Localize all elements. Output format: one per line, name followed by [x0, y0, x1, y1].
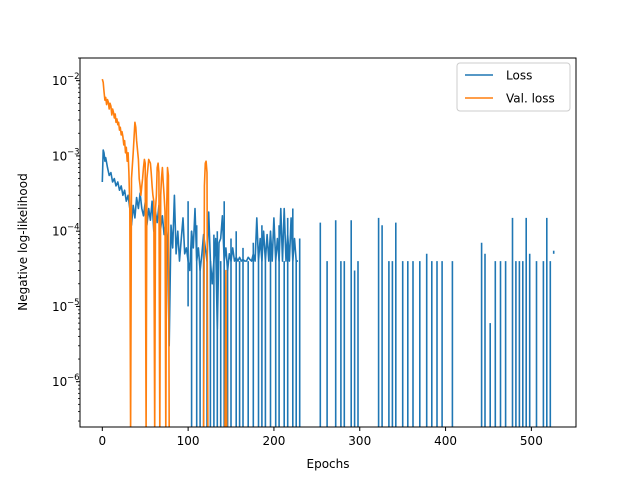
y-axis-label: Negative log-likelihood: [16, 173, 30, 310]
x-axis-ticks: 0 100 200 300 400 500: [98, 427, 543, 448]
y-tick-exponent: −6: [67, 373, 80, 383]
series-val-loss-line: [101, 78, 228, 427]
y-tick-exponent: −2: [67, 72, 80, 82]
legend: Loss Val. loss: [456, 62, 571, 112]
x-axis-label: Epochs: [307, 457, 350, 471]
y-tick-label: 10: [52, 300, 67, 314]
legend-label-loss: Loss: [506, 69, 532, 83]
x-tick-label: 100: [177, 434, 200, 448]
plot-area: [80, 58, 576, 427]
y-tick-label: 10: [52, 375, 67, 389]
y-tick-label: 10: [52, 74, 67, 88]
y-tick-label: 10: [52, 225, 67, 239]
x-tick-label: 500: [520, 434, 543, 448]
x-tick-label: 400: [434, 434, 457, 448]
y-tick-label: 10: [52, 149, 67, 163]
x-tick-label: 300: [348, 434, 371, 448]
x-tick-label: 200: [262, 434, 285, 448]
series-layer: [101, 78, 555, 427]
y-axis-ticks: 10−610−510−410−310−2: [52, 57, 80, 422]
y-tick-exponent: −4: [67, 223, 80, 233]
y-tick-exponent: −3: [67, 147, 80, 157]
x-tick-label: 0: [98, 434, 106, 448]
legend-label-val-loss: Val. loss: [506, 92, 555, 106]
y-tick-exponent: −5: [67, 298, 80, 308]
